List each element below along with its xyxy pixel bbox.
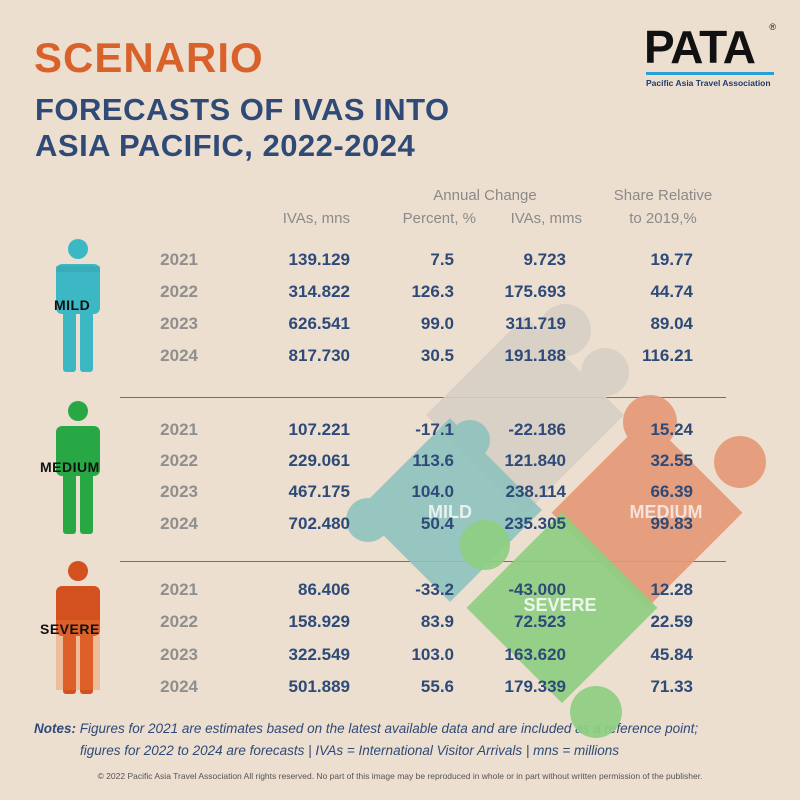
medium-ivas: 229.061 bbox=[288, 451, 350, 470]
medium-year: 2022 bbox=[160, 451, 198, 470]
severe-year: 2022 bbox=[160, 612, 198, 631]
mild-percent: 99.0 bbox=[420, 314, 454, 333]
mild-year: 2023 bbox=[160, 314, 198, 333]
pata-logo: PATA ® Pacific Asia Travel Association bbox=[640, 20, 780, 92]
severe-change: 72.523 bbox=[514, 612, 566, 631]
logo-registered-mark: ® bbox=[769, 22, 776, 32]
notes: Notes: Figures for 2021 are estimates ba… bbox=[34, 718, 774, 762]
mild-share: 19.77 bbox=[650, 250, 693, 269]
medium-share: 66.39 bbox=[650, 482, 693, 501]
mild-share: 89.04 bbox=[650, 314, 693, 333]
col-header-share-line1: Share Relative bbox=[613, 187, 713, 204]
notes-label: Notes: bbox=[34, 721, 77, 736]
logo-subtitle: Pacific Asia Travel Association bbox=[646, 78, 771, 88]
col-header-ivas: IVAs, mns bbox=[282, 210, 350, 227]
logo-wordmark: PATA bbox=[644, 21, 756, 73]
col-header-ivas-change: IVAs, mms bbox=[510, 210, 582, 227]
mild-change: 175.693 bbox=[504, 282, 566, 301]
medium-ivas: 467.175 bbox=[288, 482, 350, 501]
medium-person-icon bbox=[56, 401, 100, 534]
mild-percent: 7.5 bbox=[430, 250, 454, 269]
severe-year: 2021 bbox=[160, 580, 198, 599]
scenario-label-severe: SEVERE bbox=[40, 621, 100, 637]
severe-ivas: 158.929 bbox=[288, 612, 350, 631]
puzzle-label-mild: MILD bbox=[428, 502, 472, 522]
mild-percent: 126.3 bbox=[411, 282, 454, 301]
mild-change: 311.719 bbox=[505, 314, 566, 333]
medium-percent: 50.4 bbox=[420, 514, 454, 533]
medium-share: 99.83 bbox=[650, 514, 693, 533]
col-header-share-line2: to 2019,% bbox=[629, 210, 697, 227]
puzzle-label-medium: MEDIUM bbox=[630, 502, 703, 522]
severe-share: 12.28 bbox=[650, 580, 693, 599]
severe-percent: 55.6 bbox=[420, 677, 454, 696]
severe-ivas: 86.406 bbox=[298, 580, 350, 599]
severe-year: 2023 bbox=[160, 645, 198, 664]
title-line-2: ASIA PACIFIC, 2022-2024 bbox=[35, 128, 416, 163]
mild-change: 191.188 bbox=[504, 346, 566, 365]
severe-change: 179.339 bbox=[504, 677, 566, 696]
medium-percent: 104.0 bbox=[411, 482, 454, 501]
scenario-heading: SCENARIO bbox=[34, 34, 264, 81]
mild-ivas: 817.730 bbox=[288, 346, 350, 365]
medium-year: 2024 bbox=[160, 514, 198, 533]
col-header-annual-change: Annual Change bbox=[433, 187, 537, 204]
mild-person-icon bbox=[56, 239, 100, 372]
mild-year: 2021 bbox=[160, 250, 198, 269]
mild-ivas: 626.541 bbox=[288, 314, 350, 333]
severe-change: 163.620 bbox=[504, 645, 566, 664]
medium-change: 235.305 bbox=[504, 514, 566, 533]
mild-change: 9.723 bbox=[523, 250, 566, 269]
divider-mild-medium bbox=[120, 397, 726, 398]
severe-change: -43.000 bbox=[508, 580, 566, 599]
puzzle-label-severe: SEVERE bbox=[523, 595, 596, 615]
severe-percent: 83.9 bbox=[420, 612, 454, 631]
logo-underline bbox=[646, 72, 774, 75]
medium-share: 32.55 bbox=[650, 451, 693, 470]
medium-change: 121.840 bbox=[504, 451, 566, 470]
medium-year: 2021 bbox=[160, 420, 198, 439]
scenario-label-mild: MILD bbox=[54, 297, 91, 313]
severe-share: 22.59 bbox=[650, 612, 693, 631]
puzzle-piece-severe bbox=[460, 512, 658, 738]
severe-ivas: 501.889 bbox=[288, 677, 350, 696]
severe-ivas: 322.549 bbox=[288, 645, 350, 664]
severe-share: 45.84 bbox=[650, 645, 693, 664]
scenario-label-medium: MEDIUM bbox=[40, 459, 100, 475]
mild-ivas: 139.129 bbox=[288, 250, 350, 269]
medium-change: -22.186 bbox=[508, 420, 566, 439]
copyright-notice: © 2022 Pacific Asia Travel Association A… bbox=[97, 771, 703, 781]
mild-share: 44.74 bbox=[650, 282, 693, 301]
notes-line-2: figures for 2022 to 2024 are forecasts |… bbox=[80, 743, 620, 758]
mild-ivas: 314.822 bbox=[288, 282, 350, 301]
severe-year: 2024 bbox=[160, 677, 198, 696]
medium-percent: -17.1 bbox=[415, 420, 454, 439]
severe-percent: -33.2 bbox=[415, 580, 454, 599]
severe-person-icon bbox=[56, 561, 100, 694]
severe-percent: 103.0 bbox=[411, 645, 454, 664]
medium-change: 238.114 bbox=[505, 482, 566, 501]
medium-year: 2023 bbox=[160, 482, 198, 501]
medium-percent: 113.6 bbox=[412, 451, 454, 470]
title-line-1: FORECASTS OF IVAS INTO bbox=[35, 92, 450, 127]
mild-year: 2024 bbox=[160, 346, 198, 365]
medium-share: 15.24 bbox=[650, 420, 693, 439]
mild-year: 2022 bbox=[160, 282, 198, 301]
col-header-percent: Percent, % bbox=[402, 210, 476, 227]
mild-percent: 30.5 bbox=[420, 346, 454, 365]
medium-ivas: 702.480 bbox=[288, 514, 350, 533]
severe-share: 71.33 bbox=[650, 677, 693, 696]
medium-ivas: 107.221 bbox=[288, 420, 350, 439]
mild-share: 116.21 bbox=[641, 346, 693, 365]
notes-line-1: Figures for 2021 are estimates based on … bbox=[79, 721, 699, 736]
